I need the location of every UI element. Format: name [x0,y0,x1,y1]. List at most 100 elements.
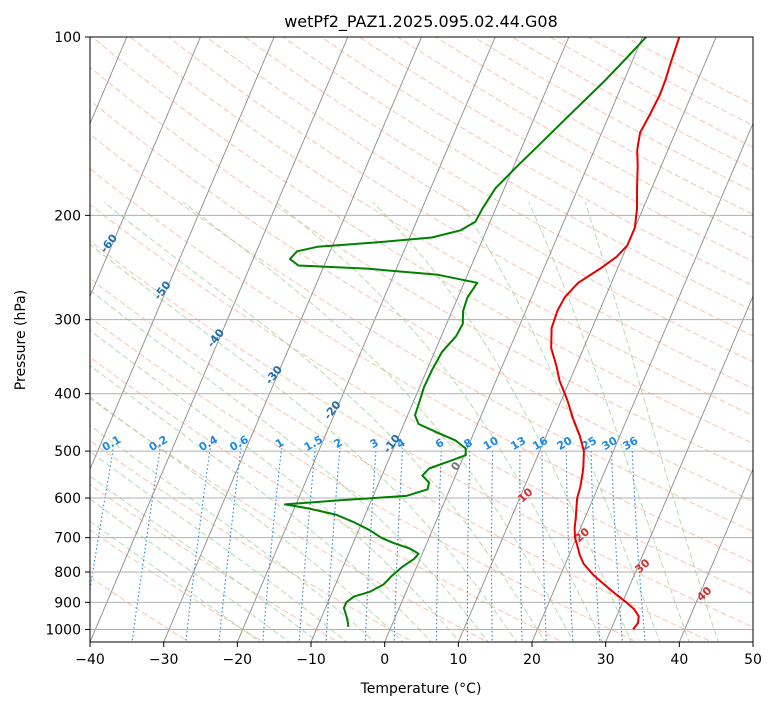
isotherm-line [384,37,643,642]
x-tick-label: 0 [380,652,389,668]
mixing-ratio-label: 36 [621,434,641,453]
x-tick-label: 30 [597,652,615,668]
moist-adiabat [458,201,661,642]
dry-adiabat [90,440,414,642]
mixing-ratio-label: 2 [332,436,345,451]
dry-adiabat [90,529,265,642]
y-tick-label: 900 [54,595,81,611]
dry-adiabat [396,37,753,239]
y-tick-label: 600 [54,491,81,507]
x-tick-label: 10 [449,652,467,668]
dry-adiabat [90,133,753,533]
dry-adiabat [587,37,753,127]
moist-adiabat [90,475,319,642]
moist-adiabat [90,520,262,642]
moist-adiabat [90,424,376,642]
isotherm-line [90,37,349,642]
isotherm-label: -50 [151,278,174,302]
x-tick-label: 20 [523,652,541,668]
mixing-ratio-label: 4 [394,436,407,451]
dewpoint-profile [283,37,647,628]
moist-adiabat [90,364,433,642]
dry-adiabat [90,397,489,642]
dry-adiabat [90,99,753,502]
x-tick-label: −30 [149,652,179,668]
dry-adiabat [129,37,753,417]
y-axis-label: Pressure (hPa) [13,290,29,390]
isotherm-line [163,37,422,642]
x-tick-label: 40 [670,652,688,668]
mixing-ratio-label: 30 [600,434,620,453]
moist-adiabat [90,451,348,642]
mixing-ratio-label: 3 [368,436,381,451]
dry-adiabat [90,203,753,595]
moist-adiabat [584,201,719,642]
dry-adiabat [90,316,639,642]
x-tick-label: −40 [75,652,105,668]
mixing-ratio-line [90,448,114,594]
dry-adiabat [90,483,340,642]
y-tick-label: 100 [54,30,81,46]
x-tick-label: −20 [223,652,253,668]
isotherm-label: -30 [263,363,286,387]
isotherm-line [90,37,201,298]
mixing-ratio-line [490,448,494,642]
chart-title: wetPf2_PAZ1.2025.095.02.44.G08 [284,12,558,32]
dry-adiabat [91,37,753,445]
profiles-group [283,37,681,631]
dry-adiabat [511,37,753,170]
isotherm-line [90,37,275,471]
isotherm-line [678,467,753,642]
moist-adiabat [182,201,575,642]
moist-adiabat [90,498,290,642]
moist-adiabat [275,201,603,642]
moist-adiabat [90,243,518,642]
mixing-ratio-line [519,448,523,642]
dry-adiabat [90,168,753,563]
x-tick-label: −10 [296,652,326,668]
moist-adiabat [90,289,489,642]
isotherm-label: -20 [321,398,344,422]
isotherm-label: -70 [45,181,68,205]
mixing-ratio-line [541,448,547,642]
isotherm-line [605,295,753,642]
dry-adiabat [90,356,564,642]
dry-adiabat [244,37,753,337]
moist-adiabat [103,201,546,642]
moist-adiabat-label: 30 [632,556,652,576]
plot-frame [89,36,754,643]
x-axis-label: Temperature (°C) [360,681,482,697]
isotherm-line [457,37,717,642]
mixing-ratio-label: 16 [530,434,550,453]
moist-adiabat [528,201,690,642]
dry-adiabat [472,37,753,193]
dry-adiabat [90,278,713,642]
mixing-ratio-line [565,448,574,642]
mixing-ratio-label: 1 [273,436,286,451]
isotherm-line [310,37,570,642]
isotherm-label: -40 [205,326,228,350]
moist-adiabat [90,329,461,642]
mixing-ratio-line [185,448,211,642]
moist-adiabat [372,201,632,642]
y-tick-label: 800 [54,565,81,581]
dry-adiabat [167,37,753,389]
dry-adiabat [90,66,753,473]
isotherm-line [236,37,496,642]
mixing-ratio-label: 10 [481,434,501,453]
mixing-ratio-line [435,448,443,642]
y-tick-label: 200 [54,208,81,224]
x-tick-label: 50 [744,652,762,668]
mixing-ratio-line [364,448,377,642]
y-tick-label: 500 [54,444,81,460]
y-tick-label: 1000 [45,622,81,638]
mixing-ratio-line [218,448,242,642]
mixing-ratio-line [262,448,282,642]
mixing-ratio-line [325,448,341,642]
background-lines-group [90,37,753,642]
moist-adiabat-label: 10 [515,485,535,505]
isotherm-label: -60 [98,231,121,255]
y-tick-label: 400 [54,387,81,403]
mixing-ratio-label: 8 [462,436,475,451]
